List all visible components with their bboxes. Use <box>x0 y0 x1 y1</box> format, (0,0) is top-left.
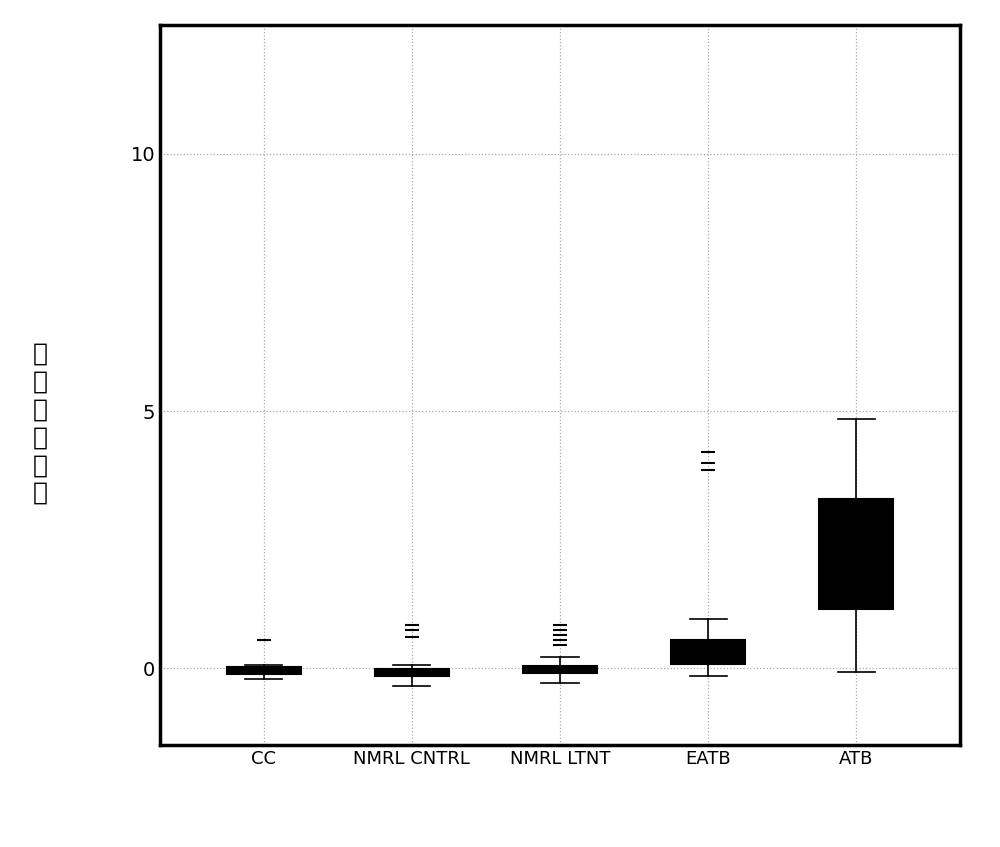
PathPatch shape <box>227 667 301 674</box>
PathPatch shape <box>819 499 893 609</box>
Text: 归
一
化
强
度
値: 归 一 化 强 度 値 <box>32 342 48 505</box>
PathPatch shape <box>523 666 597 673</box>
PathPatch shape <box>671 640 745 664</box>
PathPatch shape <box>375 669 449 677</box>
